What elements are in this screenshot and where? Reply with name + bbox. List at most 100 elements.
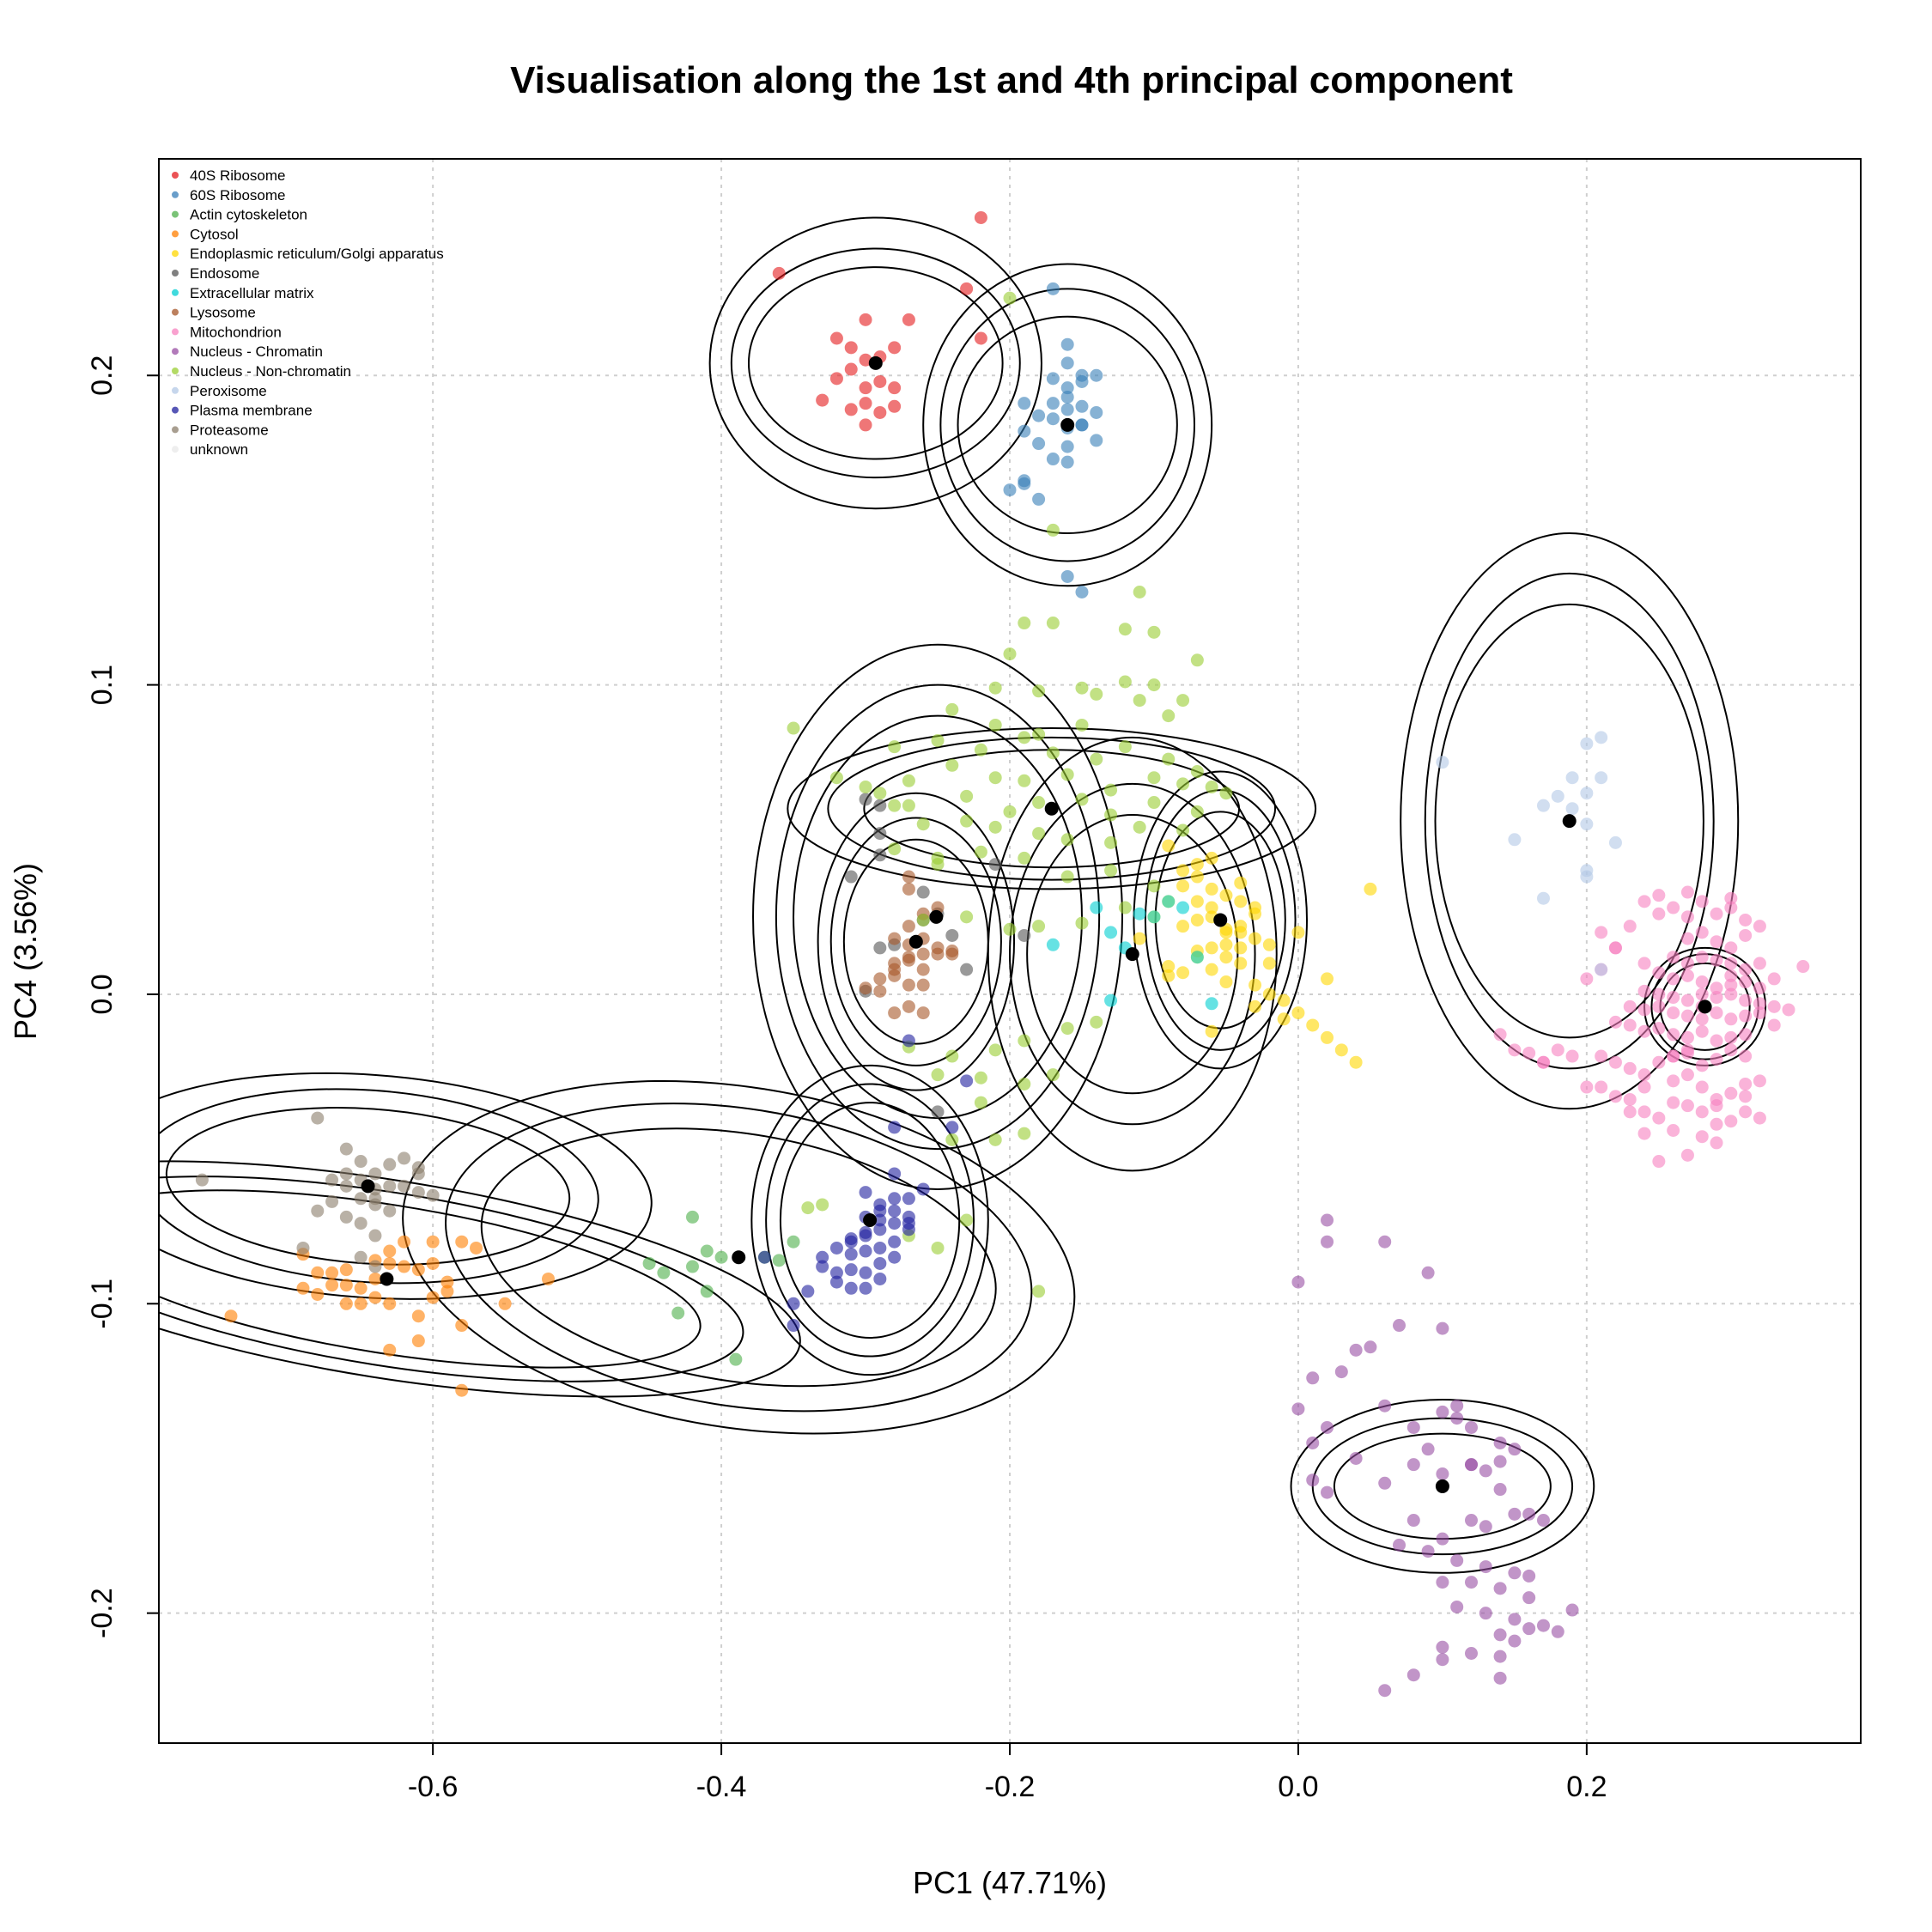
point-series-10-40 bbox=[1176, 777, 1190, 791]
point-series-10-43 bbox=[902, 799, 915, 812]
y-tick-label-2: 0.0 bbox=[86, 974, 118, 1014]
point-series-8-114 bbox=[1724, 901, 1738, 914]
point-series-2-10 bbox=[729, 1352, 743, 1366]
legend-label-5: Endosome bbox=[190, 265, 259, 282]
point-series-0-4 bbox=[888, 341, 902, 355]
y-tick-label-3: 0.1 bbox=[86, 665, 118, 705]
point-series-8-107 bbox=[1667, 1096, 1680, 1109]
point-series-8-111 bbox=[1753, 1111, 1766, 1125]
point-series-4-19 bbox=[1176, 966, 1190, 980]
point-series-9-34 bbox=[1421, 1545, 1435, 1558]
point-series-9-56 bbox=[1436, 1640, 1449, 1654]
legend-label-3: Cytosol bbox=[190, 226, 239, 242]
point-series-9-35 bbox=[1450, 1553, 1464, 1567]
centroid-13 bbox=[361, 1179, 375, 1194]
point-series-10-7 bbox=[1118, 675, 1132, 689]
point-series-7-14 bbox=[873, 972, 887, 986]
point-series-8-117 bbox=[1608, 941, 1622, 955]
point-series-9-21 bbox=[1508, 1443, 1522, 1456]
point-series-13-5 bbox=[398, 1151, 411, 1165]
centroid-6 bbox=[1125, 947, 1139, 962]
point-series-10-36 bbox=[1018, 774, 1031, 787]
point-series-8-53 bbox=[1580, 972, 1594, 986]
point-series-8-104 bbox=[1595, 1080, 1608, 1094]
centroid-4 bbox=[1213, 913, 1228, 927]
point-series-4-45 bbox=[1277, 1012, 1291, 1026]
ellipse-7-0 bbox=[750, 1064, 989, 1376]
ellipse-2-1 bbox=[775, 683, 1101, 1151]
point-series-12-42 bbox=[902, 1034, 915, 1048]
point-series-0-21 bbox=[974, 331, 987, 345]
point-series-4-4 bbox=[1219, 889, 1233, 902]
point-series-10-20 bbox=[787, 721, 800, 735]
point-series-1-11 bbox=[1018, 397, 1031, 410]
x-tick-label-3: 0.0 bbox=[1278, 1771, 1318, 1803]
point-series-8-96 bbox=[1680, 1148, 1694, 1162]
point-series-8-17 bbox=[1724, 978, 1738, 992]
point-series-2-9 bbox=[657, 1266, 671, 1279]
ellipse-1-1 bbox=[939, 288, 1195, 562]
point-series-8-82 bbox=[1695, 1080, 1709, 1094]
point-series-2-11 bbox=[772, 1254, 786, 1267]
point-series-9-13 bbox=[1321, 1420, 1334, 1434]
point-series-1-27 bbox=[1075, 585, 1089, 598]
point-series-10-73 bbox=[945, 1049, 959, 1063]
point-series-12-2 bbox=[902, 1192, 915, 1206]
point-series-3-6 bbox=[426, 1256, 440, 1270]
point-series-1-23 bbox=[1018, 477, 1031, 490]
point-series-2-8 bbox=[671, 1306, 685, 1320]
point-series-1-8 bbox=[1060, 403, 1074, 416]
point-series-12-25 bbox=[859, 1281, 872, 1295]
point-series-3-12 bbox=[311, 1287, 325, 1301]
ellipse-1-0 bbox=[922, 263, 1213, 587]
point-series-1-22 bbox=[1032, 492, 1046, 506]
point-series-12-12 bbox=[859, 1229, 872, 1242]
point-series-8-36 bbox=[1710, 1006, 1723, 1020]
point-series-11-8 bbox=[1565, 802, 1579, 816]
point-series-3-25 bbox=[354, 1297, 368, 1310]
y-tick-label-4: 0.2 bbox=[86, 355, 118, 396]
point-series-9-31 bbox=[1479, 1520, 1492, 1534]
point-series-4-52 bbox=[1249, 999, 1262, 1013]
point-series-9-33 bbox=[1536, 1514, 1550, 1528]
point-series-8-28 bbox=[1739, 993, 1753, 1007]
point-series-4-30 bbox=[1364, 882, 1377, 896]
point-series-9-14 bbox=[1349, 1451, 1363, 1465]
point-series-4-51 bbox=[1234, 941, 1248, 955]
point-series-10-48 bbox=[1104, 808, 1118, 822]
point-series-3-28 bbox=[398, 1235, 411, 1249]
point-series-9-4 bbox=[1393, 1319, 1406, 1333]
x-tick-label-4: 0.2 bbox=[1566, 1771, 1607, 1803]
point-series-1-24 bbox=[1046, 453, 1060, 466]
point-series-9-36 bbox=[1479, 1560, 1492, 1574]
x-tick-label-1: -0.4 bbox=[696, 1771, 747, 1803]
point-series-9-2 bbox=[1349, 1343, 1363, 1357]
point-series-8-78 bbox=[1608, 1090, 1622, 1103]
legend-marker-9 bbox=[172, 348, 179, 355]
point-series-4-18 bbox=[1205, 963, 1218, 976]
point-series-9-0 bbox=[1321, 1213, 1334, 1227]
point-series-9-58 bbox=[1464, 1420, 1478, 1434]
point-series-3-16 bbox=[383, 1297, 397, 1310]
ellipse-10-0 bbox=[1290, 1399, 1595, 1574]
point-series-1-17 bbox=[1060, 440, 1074, 453]
point-series-9-12 bbox=[1306, 1436, 1320, 1449]
point-series-9-17 bbox=[1436, 1405, 1449, 1419]
point-series-6-5 bbox=[1162, 895, 1176, 908]
ellipse-8-0 bbox=[1400, 532, 1740, 1110]
point-series-10-31 bbox=[829, 771, 843, 785]
point-series-12-0 bbox=[888, 1167, 902, 1181]
point-series-0-16 bbox=[844, 403, 858, 416]
point-series-6-9 bbox=[1046, 938, 1060, 951]
point-series-4-50 bbox=[1162, 960, 1176, 974]
point-series-3-14 bbox=[354, 1281, 368, 1295]
point-series-9-24 bbox=[1464, 1458, 1478, 1472]
point-series-4-40 bbox=[1219, 926, 1233, 939]
point-series-10-29 bbox=[1190, 764, 1204, 778]
point-series-6-8 bbox=[1205, 997, 1218, 1011]
point-series-8-48 bbox=[1724, 1030, 1738, 1044]
point-series-5-2 bbox=[873, 848, 887, 862]
legend-marker-8 bbox=[172, 328, 179, 336]
point-series-1-6 bbox=[1060, 390, 1074, 404]
